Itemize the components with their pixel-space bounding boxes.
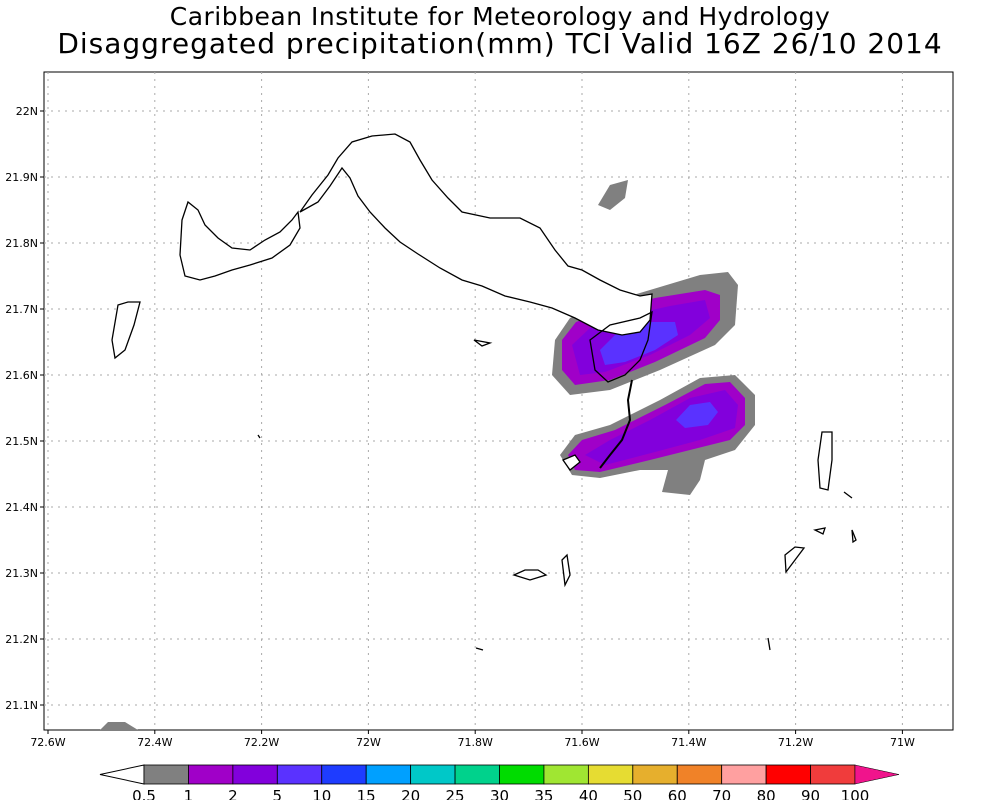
coastlines: [111, 133, 857, 651]
legend-swatch: [499, 764, 545, 785]
legend-swatch: [365, 764, 412, 785]
legend-label: 0.5: [132, 787, 156, 800]
island-cay-9: [843, 491, 853, 499]
legend-swatch: [143, 764, 189, 785]
legend-label: 60: [668, 787, 687, 800]
island-cay-10: [475, 647, 484, 651]
island-providenciales: [179, 200, 301, 281]
lat-tick-label: 21.5N: [5, 435, 38, 448]
legend-label: 25: [446, 787, 465, 800]
legend-swatch: [810, 764, 856, 785]
plot-frame: [43, 71, 954, 731]
lat-tick-label: 21.3N: [5, 567, 38, 580]
legend-swatch: [188, 764, 234, 785]
island-west-cay: [111, 301, 141, 360]
legend-label: 2: [228, 787, 238, 800]
legend-swatch: [232, 764, 278, 785]
legend-label: 5: [273, 787, 283, 800]
lon-tick-label: 72.4W: [137, 736, 172, 749]
lon-tick-label: 71.4W: [671, 736, 706, 749]
grid: [44, 72, 953, 730]
legend-swatch: [276, 764, 323, 785]
lon-tick-label: 71.2W: [778, 736, 813, 749]
legend-swatch: [410, 764, 456, 785]
lon-tick-label: 71.6W: [564, 736, 599, 749]
legend-label: 20: [401, 787, 420, 800]
lat-tick-label: 21.4N: [5, 501, 38, 514]
legend-under-arrow: [99, 764, 145, 785]
island-cay-2: [561, 553, 571, 588]
legend-label: 70: [712, 787, 731, 800]
legend-swatch: [543, 764, 589, 785]
lat-tick-label: 21.6N: [5, 369, 38, 382]
island-cay-4: [813, 527, 826, 535]
legend-swatch: [765, 764, 811, 785]
legend-label: 35: [534, 787, 553, 800]
legend-label: 10: [312, 787, 331, 800]
legend-swatch: [632, 764, 678, 785]
lon-tick-label: 72W: [356, 736, 381, 749]
lat-tick-label: 21.8N: [5, 237, 38, 250]
title-institute: Caribbean Institute for Meteorology and …: [169, 2, 831, 31]
legend-label: 1: [184, 787, 194, 800]
legend-swatch: [454, 764, 500, 785]
lon-tick-label: 71W: [890, 736, 915, 749]
color-legend: 0.5 1 2 5 10 15 20 25 30 35 40 50 60 70 80 90 100: [99, 764, 900, 800]
island-cay-1: [512, 569, 548, 581]
precip-gray-edge-sw: [100, 722, 138, 730]
island-cay-3: [562, 454, 581, 471]
legend-label: 80: [757, 787, 776, 800]
island-salt-cay: [784, 546, 806, 574]
island-cay-6: [473, 339, 493, 347]
precip-5-south: [676, 402, 718, 428]
island-south-caicos-chain: [599, 379, 633, 469]
island-cay-5: [851, 529, 857, 544]
legend-label: 100: [841, 787, 870, 800]
legend-label: 30: [490, 787, 509, 800]
legend-swatch: [587, 764, 634, 785]
precip-gray-small: [598, 180, 628, 210]
axis-ticks: 72.6W 72.4W 72.2W 72W 71.8W 71.6W 71.4W 71.2W 71…: [5, 105, 915, 749]
legend-swatch: [676, 764, 723, 785]
lon-tick-label: 72.6W: [30, 736, 65, 749]
island-north-middle-caicos: [299, 133, 653, 336]
legend-label: 15: [357, 787, 376, 800]
lon-tick-label: 72.2W: [244, 736, 279, 749]
precip-field: [552, 180, 755, 495]
title-product: Disaggregated precipitation(mm) TCI Vali…: [57, 27, 943, 60]
lat-tick-label: 22N: [16, 105, 38, 118]
legend-swatch: [321, 764, 367, 785]
legend-label: 50: [623, 787, 642, 800]
lat-tick-label: 21.7N: [5, 303, 38, 316]
legend-swatch: [721, 764, 767, 785]
island-grand-turk: [817, 431, 833, 491]
island-cay-8: [257, 434, 261, 439]
lat-tick-label: 21.9N: [5, 171, 38, 184]
legend-over-arrow: [854, 764, 900, 785]
lon-tick-label: 71.8W: [458, 736, 493, 749]
legend-label: 40: [579, 787, 598, 800]
lat-tick-label: 21.2N: [5, 633, 38, 646]
lat-tick-label: 21.1N: [5, 699, 38, 712]
island-cay-7: [767, 637, 771, 651]
legend-label: 90: [801, 787, 820, 800]
island-east-caicos: [589, 310, 653, 383]
